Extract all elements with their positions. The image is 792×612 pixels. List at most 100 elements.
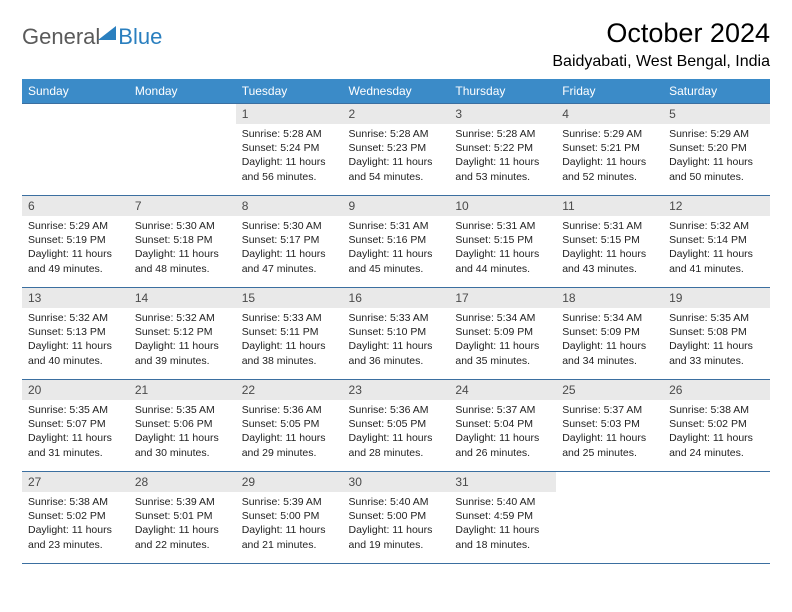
daylight-text-1: Daylight: 11 hours [455, 155, 550, 169]
daylight-text-1: Daylight: 11 hours [455, 339, 550, 353]
daylight-text-2: and 47 minutes. [242, 262, 337, 276]
day-body: Sunrise: 5:28 AMSunset: 5:22 PMDaylight:… [449, 124, 556, 190]
daylight-text-1: Daylight: 11 hours [135, 247, 230, 261]
sunset-text: Sunset: 5:00 PM [242, 509, 337, 523]
daylight-text-2: and 36 minutes. [349, 354, 444, 368]
sunrise-text: Sunrise: 5:34 AM [562, 311, 657, 325]
day-body: Sunrise: 5:39 AMSunset: 5:00 PMDaylight:… [236, 492, 343, 558]
daylight-text-1: Daylight: 11 hours [349, 523, 444, 537]
sunset-text: Sunset: 5:22 PM [455, 141, 550, 155]
day-body: Sunrise: 5:33 AMSunset: 5:10 PMDaylight:… [343, 308, 450, 374]
day-number: 15 [236, 288, 343, 308]
day-cell: 23Sunrise: 5:36 AMSunset: 5:05 PMDayligh… [343, 380, 450, 472]
sunrise-text: Sunrise: 5:32 AM [669, 219, 764, 233]
daylight-text-1: Daylight: 11 hours [135, 431, 230, 445]
daylight-text-2: and 23 minutes. [28, 538, 123, 552]
day-body: Sunrise: 5:32 AMSunset: 5:13 PMDaylight:… [22, 308, 129, 374]
sunrise-text: Sunrise: 5:39 AM [242, 495, 337, 509]
sunrise-text: Sunrise: 5:33 AM [242, 311, 337, 325]
sunset-text: Sunset: 5:15 PM [562, 233, 657, 247]
sunset-text: Sunset: 5:03 PM [562, 417, 657, 431]
day-number: 16 [343, 288, 450, 308]
sunrise-text: Sunrise: 5:29 AM [669, 127, 764, 141]
day-body: Sunrise: 5:30 AMSunset: 5:17 PMDaylight:… [236, 216, 343, 282]
daylight-text-2: and 28 minutes. [349, 446, 444, 460]
daylight-text-2: and 54 minutes. [349, 170, 444, 184]
day-body: Sunrise: 5:40 AMSunset: 4:59 PMDaylight:… [449, 492, 556, 558]
day-number: 3 [449, 104, 556, 124]
daylight-text-1: Daylight: 11 hours [135, 523, 230, 537]
day-cell: 7Sunrise: 5:30 AMSunset: 5:18 PMDaylight… [129, 196, 236, 288]
day-cell: 3Sunrise: 5:28 AMSunset: 5:22 PMDaylight… [449, 104, 556, 196]
daylight-text-2: and 44 minutes. [455, 262, 550, 276]
sunset-text: Sunset: 5:02 PM [28, 509, 123, 523]
day-body: Sunrise: 5:34 AMSunset: 5:09 PMDaylight:… [556, 308, 663, 374]
dow-saturday: Saturday [663, 79, 770, 104]
day-body: Sunrise: 5:35 AMSunset: 5:08 PMDaylight:… [663, 308, 770, 374]
sunrise-text: Sunrise: 5:36 AM [242, 403, 337, 417]
title-block: October 2024 Baidyabati, West Bengal, In… [552, 18, 770, 71]
sunrise-text: Sunrise: 5:37 AM [455, 403, 550, 417]
sunset-text: Sunset: 5:09 PM [562, 325, 657, 339]
calendar-table: SundayMondayTuesdayWednesdayThursdayFrid… [22, 79, 770, 564]
daylight-text-1: Daylight: 11 hours [455, 247, 550, 261]
dow-sunday: Sunday [22, 79, 129, 104]
brand-logo: General Blue [22, 24, 162, 50]
daylight-text-1: Daylight: 11 hours [242, 431, 337, 445]
sunset-text: Sunset: 5:07 PM [28, 417, 123, 431]
day-body: Sunrise: 5:28 AMSunset: 5:23 PMDaylight:… [343, 124, 450, 190]
daylight-text-1: Daylight: 11 hours [28, 431, 123, 445]
day-cell: 26Sunrise: 5:38 AMSunset: 5:02 PMDayligh… [663, 380, 770, 472]
daylight-text-1: Daylight: 11 hours [669, 155, 764, 169]
day-body: Sunrise: 5:33 AMSunset: 5:11 PMDaylight:… [236, 308, 343, 374]
day-number: 27 [22, 472, 129, 492]
sunset-text: Sunset: 5:14 PM [669, 233, 764, 247]
daylight-text-1: Daylight: 11 hours [242, 155, 337, 169]
daylight-text-1: Daylight: 11 hours [349, 155, 444, 169]
day-cell: 30Sunrise: 5:40 AMSunset: 5:00 PMDayligh… [343, 472, 450, 564]
day-cell: 24Sunrise: 5:37 AMSunset: 5:04 PMDayligh… [449, 380, 556, 472]
sunset-text: Sunset: 5:24 PM [242, 141, 337, 155]
daylight-text-2: and 22 minutes. [135, 538, 230, 552]
daylight-text-2: and 18 minutes. [455, 538, 550, 552]
daylight-text-1: Daylight: 11 hours [562, 339, 657, 353]
dow-friday: Friday [556, 79, 663, 104]
day-body: Sunrise: 5:37 AMSunset: 5:03 PMDaylight:… [556, 400, 663, 466]
dow-monday: Monday [129, 79, 236, 104]
sunset-text: Sunset: 5:09 PM [455, 325, 550, 339]
day-number: 30 [343, 472, 450, 492]
day-body: Sunrise: 5:29 AMSunset: 5:21 PMDaylight:… [556, 124, 663, 190]
location-label: Baidyabati, West Bengal, India [552, 53, 770, 71]
day-cell: 2Sunrise: 5:28 AMSunset: 5:23 PMDaylight… [343, 104, 450, 196]
day-cell: 17Sunrise: 5:34 AMSunset: 5:09 PMDayligh… [449, 288, 556, 380]
sunrise-text: Sunrise: 5:35 AM [669, 311, 764, 325]
daylight-text-2: and 33 minutes. [669, 354, 764, 368]
day-cell: 13Sunrise: 5:32 AMSunset: 5:13 PMDayligh… [22, 288, 129, 380]
dow-row: SundayMondayTuesdayWednesdayThursdayFrid… [22, 79, 770, 104]
day-cell: 16Sunrise: 5:33 AMSunset: 5:10 PMDayligh… [343, 288, 450, 380]
sunset-text: Sunset: 5:19 PM [28, 233, 123, 247]
day-number: 22 [236, 380, 343, 400]
day-number: 25 [556, 380, 663, 400]
sunset-text: Sunset: 5:12 PM [135, 325, 230, 339]
sunset-text: Sunset: 5:21 PM [562, 141, 657, 155]
day-body: Sunrise: 5:38 AMSunset: 5:02 PMDaylight:… [663, 400, 770, 466]
day-number: 29 [236, 472, 343, 492]
daylight-text-2: and 29 minutes. [242, 446, 337, 460]
day-cell: 19Sunrise: 5:35 AMSunset: 5:08 PMDayligh… [663, 288, 770, 380]
sunrise-text: Sunrise: 5:34 AM [455, 311, 550, 325]
sunset-text: Sunset: 4:59 PM [455, 509, 550, 523]
sunrise-text: Sunrise: 5:35 AM [28, 403, 123, 417]
day-number: 5 [663, 104, 770, 124]
sunset-text: Sunset: 5:15 PM [455, 233, 550, 247]
sunrise-text: Sunrise: 5:31 AM [562, 219, 657, 233]
sunrise-text: Sunrise: 5:40 AM [455, 495, 550, 509]
day-body: Sunrise: 5:40 AMSunset: 5:00 PMDaylight:… [343, 492, 450, 558]
day-body: Sunrise: 5:36 AMSunset: 5:05 PMDaylight:… [343, 400, 450, 466]
dow-wednesday: Wednesday [343, 79, 450, 104]
sunrise-text: Sunrise: 5:32 AM [135, 311, 230, 325]
day-cell: 6Sunrise: 5:29 AMSunset: 5:19 PMDaylight… [22, 196, 129, 288]
sunset-text: Sunset: 5:20 PM [669, 141, 764, 155]
day-body: Sunrise: 5:35 AMSunset: 5:07 PMDaylight:… [22, 400, 129, 466]
sunrise-text: Sunrise: 5:28 AM [349, 127, 444, 141]
